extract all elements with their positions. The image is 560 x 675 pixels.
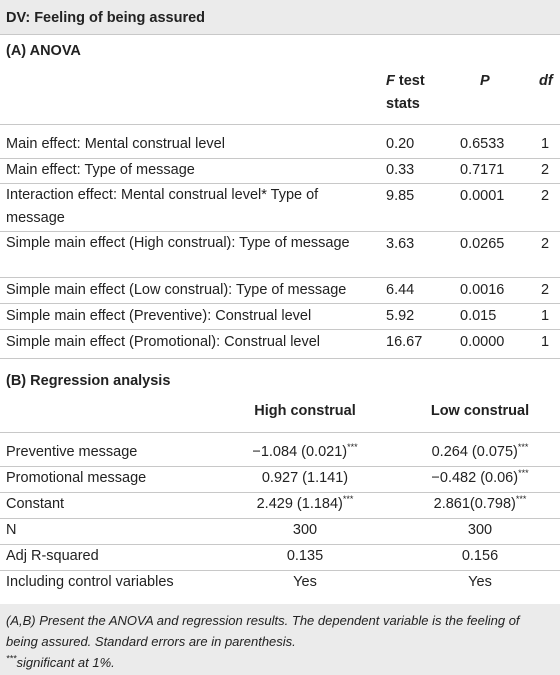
header-df: df [539, 73, 553, 89]
divider [0, 124, 560, 125]
anova-row-f: 3.63 [386, 236, 415, 252]
anova-row-p: 0.015 [460, 308, 497, 324]
anova-row-df: 2 [541, 162, 550, 178]
anova-row-f: 0.20 [386, 136, 415, 152]
divider [0, 358, 560, 359]
regression-row-label: Promotional message [6, 470, 147, 486]
divider [0, 231, 560, 232]
anova-section-label: (A) ANOVA [6, 43, 81, 59]
anova-row-df: 2 [541, 236, 550, 252]
regression-cell-high: 300 [292, 522, 318, 538]
notes-band [0, 604, 560, 675]
header-p: P [480, 73, 490, 89]
regression-section-label: (B) Regression analysis [6, 373, 171, 389]
anova-row-label: Interaction effect: Mental construal lev… [6, 187, 319, 226]
divider [0, 329, 560, 330]
divider [0, 466, 560, 467]
table-title: DV: Feeling of being assured [6, 10, 206, 26]
anova-row-p: 0.6533 [460, 136, 505, 152]
anova-row-f: 0.33 [386, 162, 415, 178]
anova-row-f: 9.85 [386, 188, 415, 204]
anova-row-df: 2 [541, 282, 550, 298]
anova-row-p: 0.7171 [460, 162, 505, 178]
regression-cell-high: Yes [293, 574, 317, 590]
header-low-construal: Low construal [430, 403, 530, 419]
header-high-construal: High construal [254, 403, 356, 419]
regression-row-label: Preventive message [6, 444, 138, 460]
regression-row-label: Adj R-squared [6, 548, 99, 564]
regression-cell-low: 0.156 [461, 548, 499, 564]
anova-row-label: Main effect: Type of message [6, 162, 195, 178]
regression-cell-high: 0.135 [286, 548, 324, 564]
regression-cell-low: 2.861(0.798)*** [433, 494, 527, 512]
anova-row-p: 0.0016 [460, 282, 505, 298]
regression-cell-low: −0.482 (0.06)*** [431, 468, 529, 486]
divider [0, 570, 560, 571]
divider [0, 303, 560, 304]
table-note: (A,B) Present the ANOVA and regression r… [6, 613, 520, 649]
divider [0, 492, 560, 493]
anova-row-p: 0.0000 [460, 334, 505, 350]
regression-cell-low: Yes [468, 574, 492, 590]
significance-note: ***significant at 1%. [6, 653, 115, 670]
anova-row-label: Main effect: Mental construal level [6, 136, 225, 152]
divider [0, 158, 560, 159]
regression-cell-high: −1.084 (0.021)*** [252, 442, 358, 460]
anova-row-label: Simple main effect (High construal): Typ… [6, 235, 350, 251]
anova-row-df: 2 [541, 188, 550, 204]
regression-row-label: Constant [6, 496, 65, 512]
anova-row-f: 16.67 [386, 334, 423, 350]
anova-row-df: 1 [541, 334, 550, 350]
anova-row-label: Simple main effect (Low construal): Type… [6, 282, 347, 298]
regression-cell-high: 2.429 (1.184)*** [256, 494, 354, 512]
regression-row-label: N [6, 522, 17, 538]
anova-row-f: 5.92 [386, 308, 415, 324]
divider [0, 518, 560, 519]
regression-cell-low: 0.264 (0.075)*** [431, 442, 529, 460]
anova-row-p: 0.0001 [460, 188, 505, 204]
header-f-test: F test [386, 73, 425, 89]
divider [0, 277, 560, 278]
anova-row-p: 0.0265 [460, 236, 505, 252]
header-f-stats: stats [386, 96, 420, 112]
divider [0, 183, 560, 184]
title-band [0, 0, 560, 34]
divider [0, 432, 560, 433]
anova-row-df: 1 [541, 308, 550, 324]
regression-row-label: Including control variables [6, 574, 174, 590]
anova-row-df: 1 [541, 136, 550, 152]
anova-row-label: Simple main effect (Promotional): Constr… [6, 334, 321, 350]
divider [0, 34, 560, 35]
regression-cell-low: 300 [467, 522, 493, 538]
anova-row-f: 6.44 [386, 282, 415, 298]
anova-row-label: Simple main effect (Preventive): Constru… [6, 308, 312, 324]
divider [0, 544, 560, 545]
regression-cell-high: 0.927 (1.141) [261, 470, 349, 486]
